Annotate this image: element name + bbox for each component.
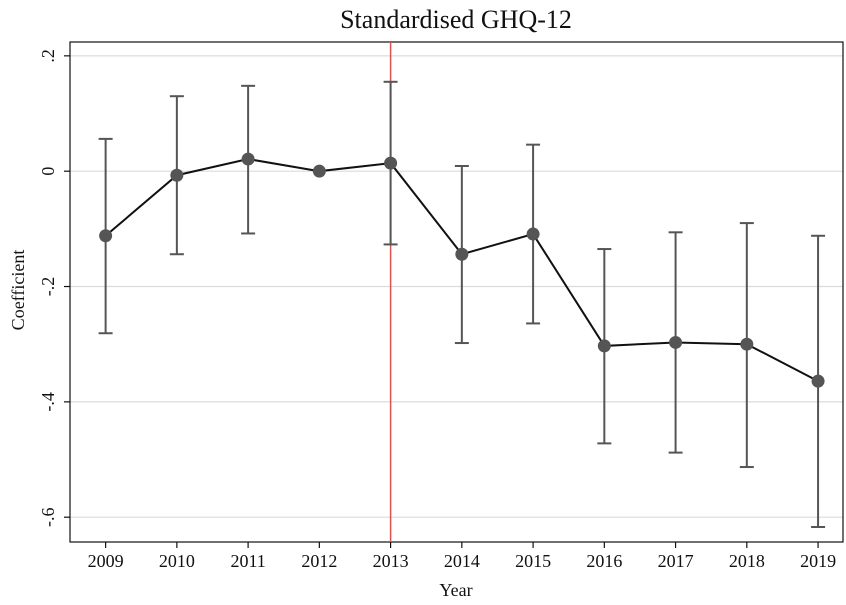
point bbox=[170, 168, 184, 182]
x-tick-label: 2009 bbox=[88, 551, 124, 571]
point bbox=[384, 156, 398, 170]
x-tick-label: 2013 bbox=[373, 551, 409, 571]
x-tick-label: 2015 bbox=[515, 551, 551, 571]
x-tick-label: 2011 bbox=[230, 551, 265, 571]
point bbox=[740, 337, 754, 351]
point bbox=[455, 247, 469, 261]
x-tick-label: 2016 bbox=[586, 551, 622, 571]
plot-frame bbox=[69, 41, 844, 543]
point bbox=[241, 152, 255, 166]
x-tick-label: 2018 bbox=[729, 551, 765, 571]
point bbox=[526, 227, 540, 241]
x-tick-label: 2010 bbox=[159, 551, 195, 571]
point bbox=[597, 339, 611, 353]
x-axis-label: Year bbox=[439, 580, 472, 600]
x-tick-label: 2017 bbox=[658, 551, 694, 571]
point bbox=[811, 374, 825, 388]
x-tick-label: 2014 bbox=[444, 551, 480, 571]
y-tick-label: 0 bbox=[38, 167, 58, 176]
point bbox=[312, 164, 326, 178]
y-tick-label: .2 bbox=[38, 49, 58, 63]
point bbox=[99, 229, 113, 243]
point bbox=[669, 335, 683, 349]
x-tick-label: 2019 bbox=[800, 551, 836, 571]
x-tick-label: 2012 bbox=[301, 551, 337, 571]
y-tick-label: -.2 bbox=[38, 277, 58, 297]
y-tick-label: -.6 bbox=[38, 507, 58, 527]
y-axis-label: Coefficient bbox=[8, 250, 28, 331]
chart-title: Standardised GHQ-12 bbox=[340, 5, 572, 34]
y-tick-label: -.4 bbox=[38, 392, 58, 412]
